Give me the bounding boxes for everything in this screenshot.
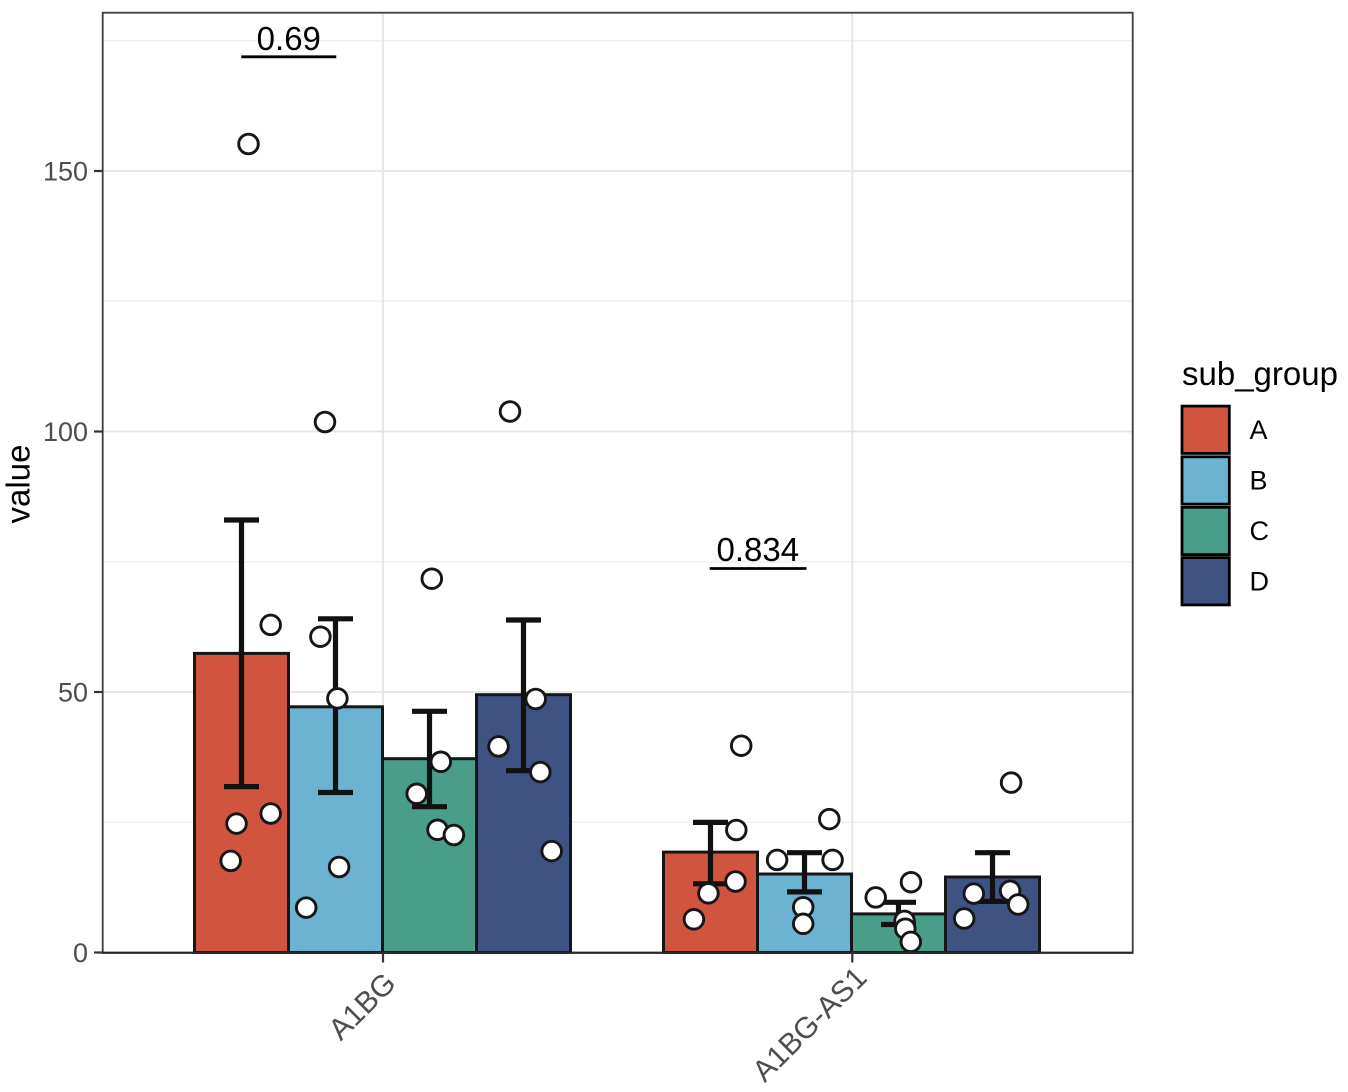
svg-text:C: C: [1250, 516, 1270, 546]
svg-text:D: D: [1250, 567, 1270, 597]
svg-text:0.69: 0.69: [257, 20, 321, 57]
svg-text:0.834: 0.834: [717, 531, 800, 568]
svg-text:150: 150: [43, 157, 88, 187]
svg-text:B: B: [1250, 466, 1268, 496]
svg-text:sub_group: sub_group: [1182, 355, 1338, 392]
svg-text:value: value: [0, 445, 37, 524]
svg-text:50: 50: [58, 678, 88, 708]
svg-text:A: A: [1250, 415, 1268, 445]
svg-text:100: 100: [43, 417, 88, 447]
svg-text:0: 0: [73, 938, 88, 968]
